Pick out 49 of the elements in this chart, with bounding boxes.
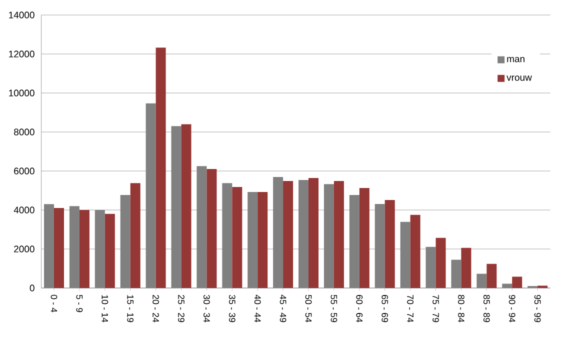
bar xyxy=(181,124,192,288)
y-tick-label: 2000 xyxy=(14,246,34,252)
bar xyxy=(130,183,140,288)
bar xyxy=(359,188,370,288)
x-tick-label: 30 - 34 xyxy=(204,294,210,322)
x-tick-label: 10 - 14 xyxy=(102,295,108,322)
x-tick-label: 70 - 74 xyxy=(407,294,414,322)
x-tick-label: 15 - 19 xyxy=(127,295,134,322)
x-tick-label: 0 - 4 xyxy=(50,294,58,312)
bar xyxy=(436,238,446,288)
bar xyxy=(308,178,319,288)
x-tick-label: 75 - 79 xyxy=(432,294,439,322)
bar xyxy=(486,264,497,288)
x-tick-label: 5 - 9 xyxy=(76,294,83,312)
y-tick-label: 8000 xyxy=(14,128,34,136)
y-tick-label: 0 xyxy=(30,284,34,292)
x-tick-label: 50 - 54 xyxy=(305,294,312,322)
bar xyxy=(283,180,294,288)
y-tick-label: 4000 xyxy=(14,206,34,214)
bar xyxy=(410,214,420,288)
bar xyxy=(512,276,522,288)
x-tick-label: 85 - 89 xyxy=(483,294,490,322)
bar xyxy=(79,210,90,288)
x-tick-label: 35 - 39 xyxy=(228,294,236,322)
bar xyxy=(384,200,395,288)
bar xyxy=(104,214,115,288)
y-tick-label: 6000 xyxy=(14,168,34,174)
x-tick-label: 95 - 99 xyxy=(534,294,541,322)
x-tick-label: 65 - 69 xyxy=(382,294,388,322)
bar xyxy=(334,180,344,288)
x-tick-label: 90 - 94 xyxy=(508,294,516,322)
x-tick-label: 20 - 24 xyxy=(152,294,159,322)
bar xyxy=(258,192,268,288)
legend-label: man xyxy=(507,57,524,62)
x-tick-label: 55 - 59 xyxy=(330,294,338,322)
x-tick-label: 60 - 64 xyxy=(356,294,363,322)
y-tick-label: 14000 xyxy=(9,12,34,18)
bar xyxy=(461,248,472,288)
bar xyxy=(206,169,217,288)
x-tick-label: 45 - 49 xyxy=(280,294,286,322)
y-tick-label: 10000 xyxy=(9,90,34,96)
y-tick-label: 12000 xyxy=(9,50,34,58)
x-tick-label: 40 - 44 xyxy=(254,294,261,322)
bar xyxy=(232,186,242,288)
x-tick-label: 25 - 29 xyxy=(178,294,184,322)
x-tick-label: 80 - 84 xyxy=(458,294,464,322)
legend-label: vrouw xyxy=(506,76,532,81)
bar xyxy=(54,208,64,288)
bar xyxy=(156,48,166,288)
